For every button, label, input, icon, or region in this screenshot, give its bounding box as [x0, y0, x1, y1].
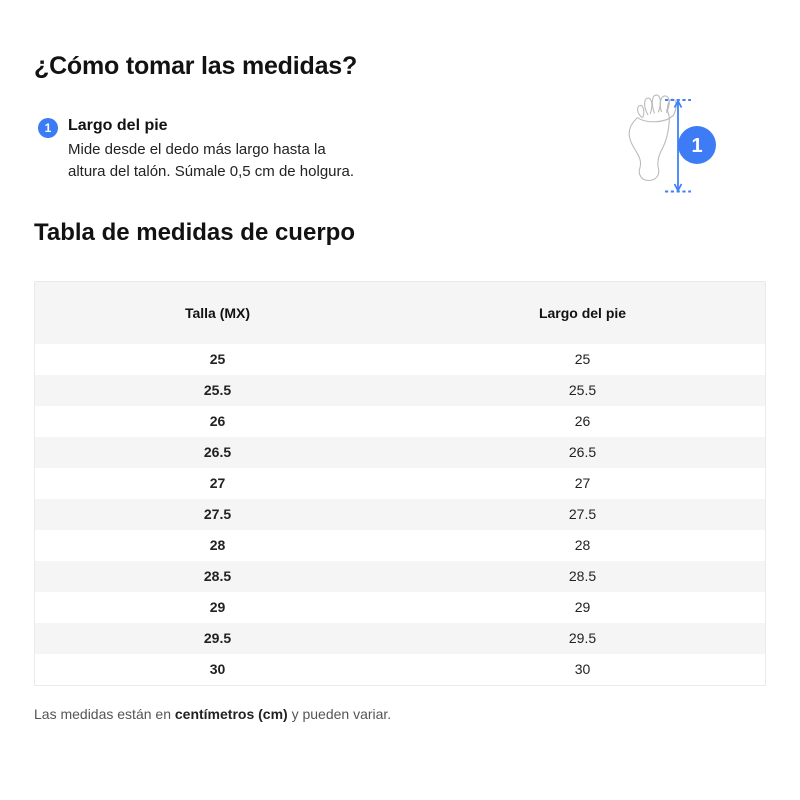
svg-text:1: 1	[691, 135, 702, 157]
